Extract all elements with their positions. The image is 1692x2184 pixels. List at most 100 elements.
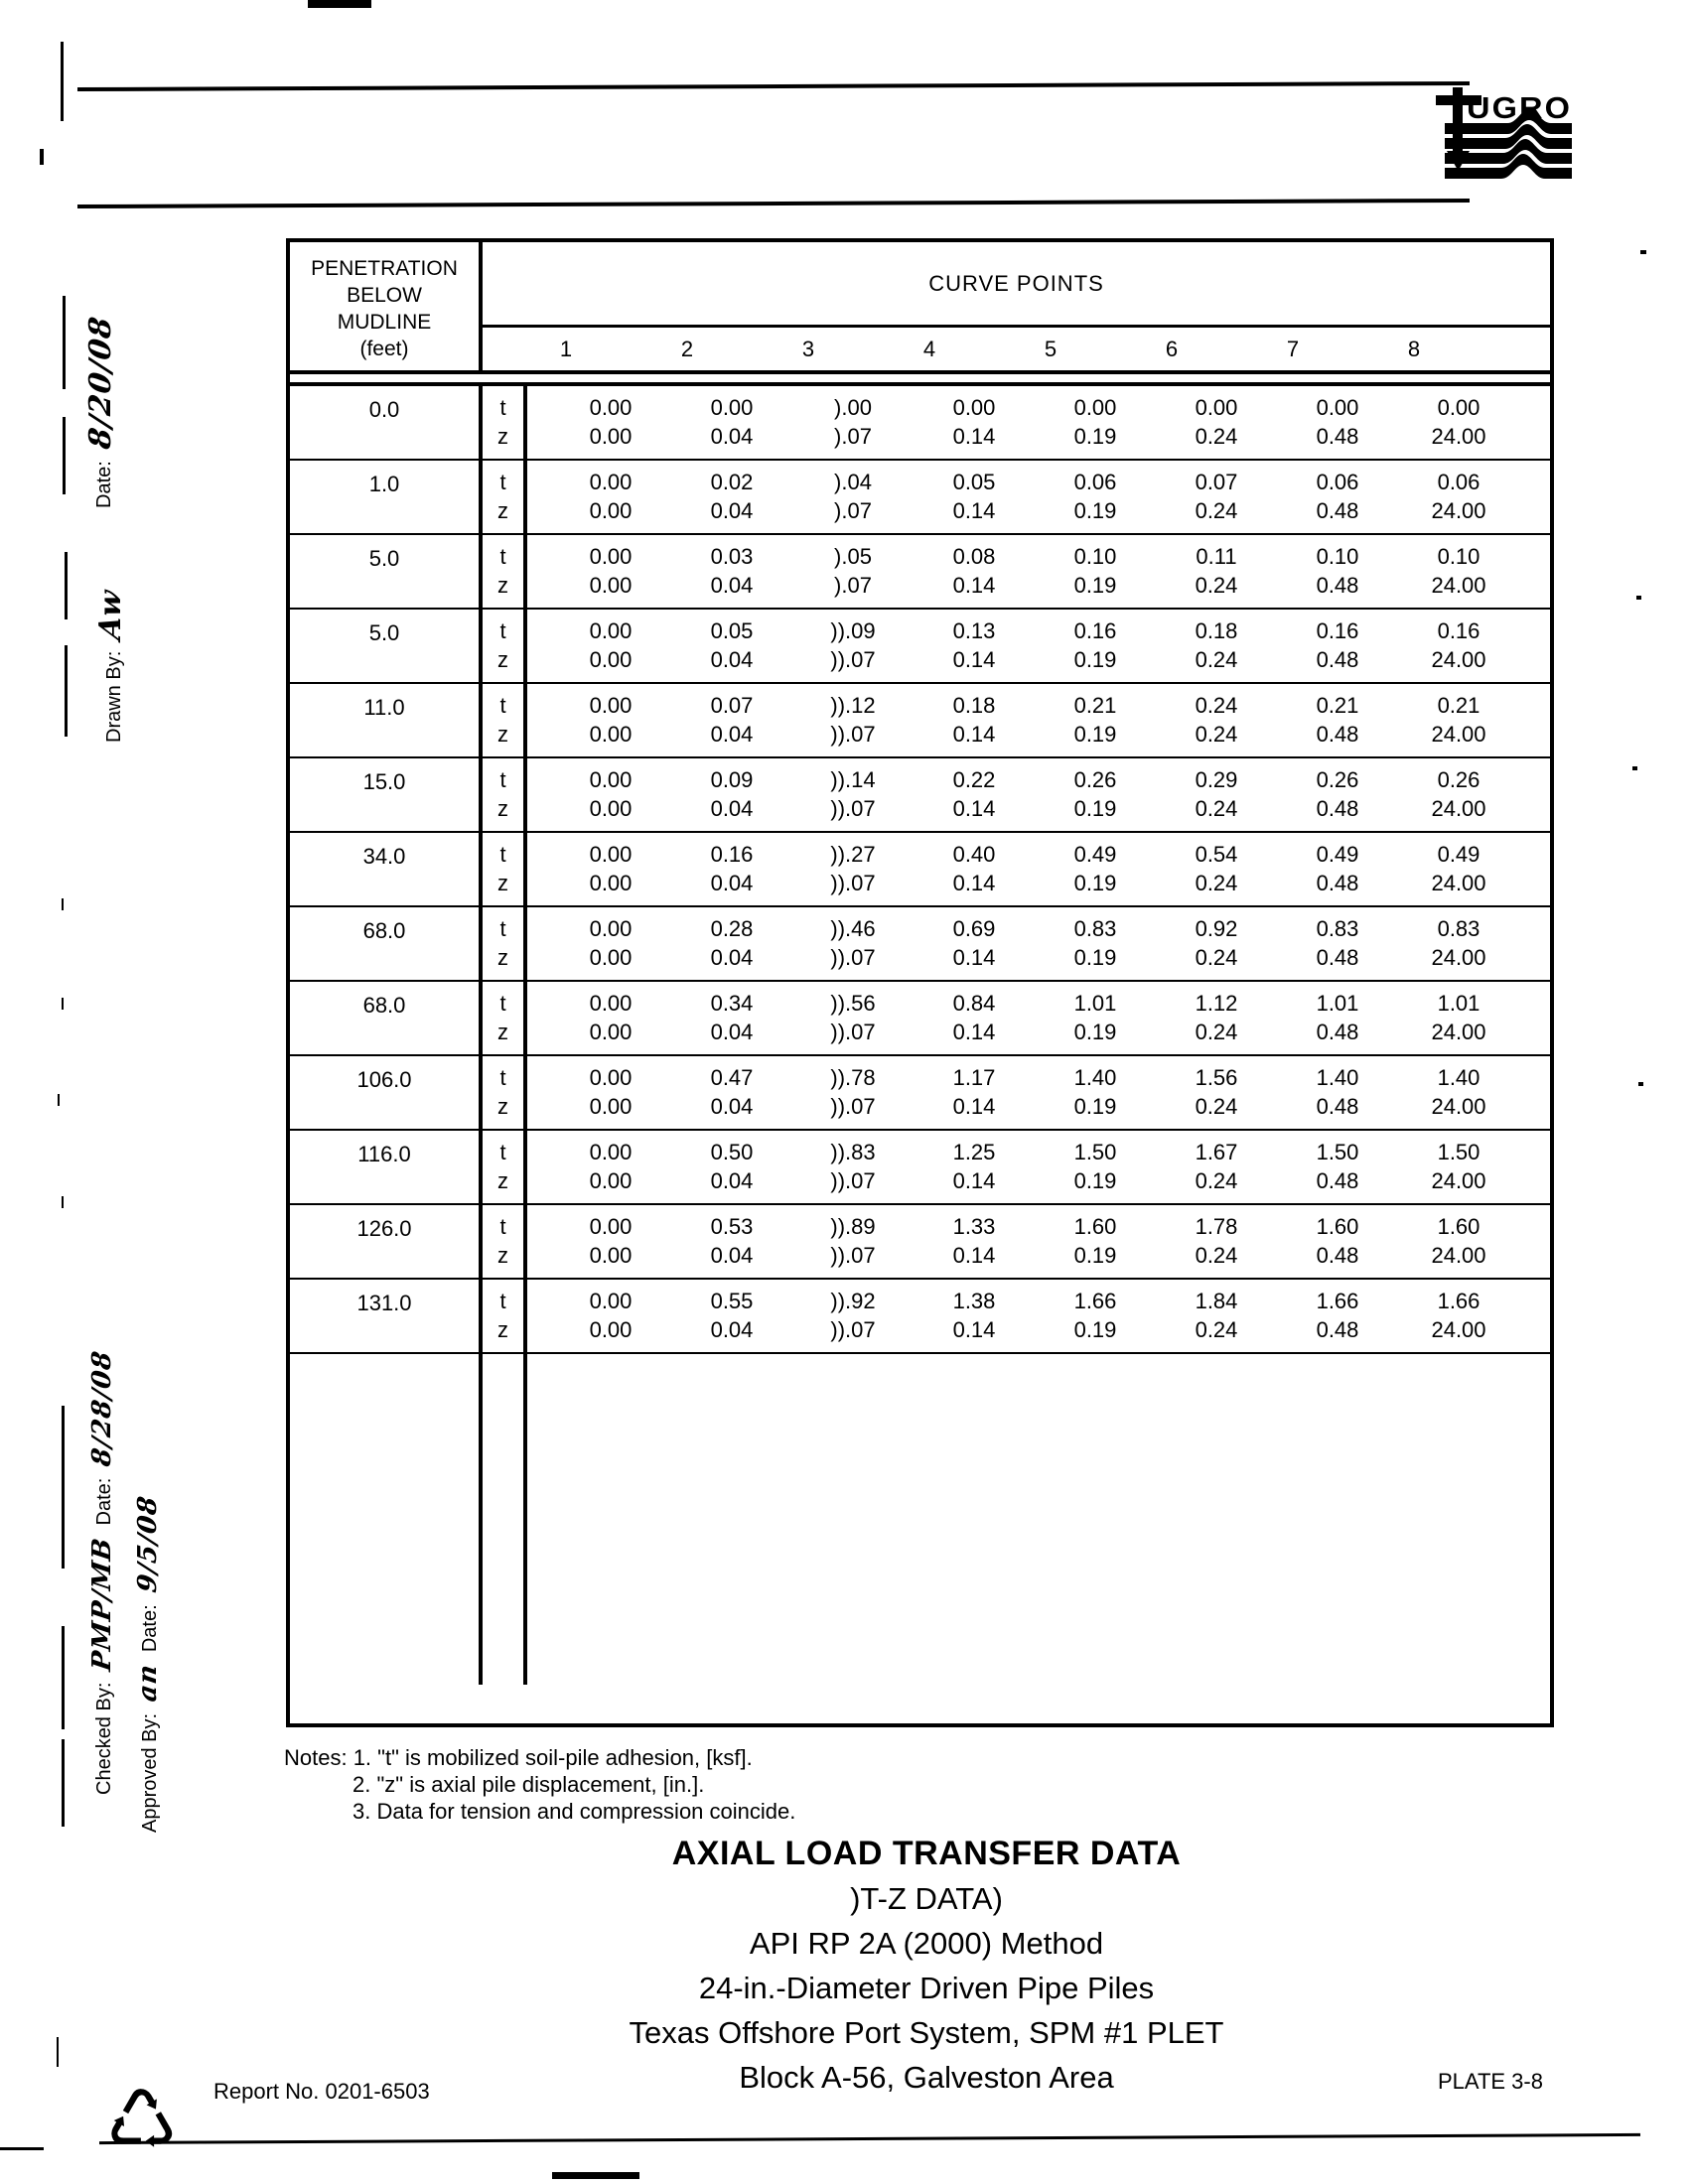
report-number: Report No. 0201-6503 <box>213 2079 430 2104</box>
t-row-label: t <box>499 767 506 792</box>
t-value-cell: 1.40 <box>1437 1065 1480 1090</box>
checked-by-annotation: Checked By: PMP/MB Date: 8/28/08 <box>87 1348 117 1795</box>
value-lines: 0.00 0.50)).83 1.25 1.50 1.67 1.50 1.50 0.00 0.0… <box>527 1131 1550 1203</box>
z-row-label: z <box>497 722 508 747</box>
t-row-label: t <box>499 1065 506 1090</box>
z-value-cell: 24.00 <box>1431 498 1486 523</box>
z-value-cell: 0.14 <box>952 424 996 449</box>
t-value-cell: 0.10 <box>1316 544 1359 569</box>
z-value-cell: 0.19 <box>1073 1243 1117 1268</box>
handwritten-date: 8/20/08 <box>83 314 118 452</box>
point-number-cell: 3 <box>801 336 815 361</box>
z-value-cell: 0.14 <box>952 796 996 821</box>
date-annotation: Date: 8/20/08 <box>83 314 118 508</box>
value-lines: 0.00 0.03).05 0.08 0.10 0.11 0.10 0.10 0.00 0.04… <box>527 535 1550 608</box>
z-value-cell: 0.24 <box>1195 722 1238 747</box>
z-value-cell: 24.00 <box>1431 945 1486 970</box>
t-value-cell: 1.40 <box>1316 1065 1359 1090</box>
value-lines: 0.00 0.47)).78 1.17 1.40 1.56 1.40 1.40 0.00 0.0… <box>527 1056 1550 1129</box>
t-value-cell: 0.16 <box>1316 618 1359 643</box>
seismic-wave-stripes <box>1445 109 1572 179</box>
table-row: 106.0 t z 0.00 0.47)).78 1.17 1.40 1.56 1.40 1.40… <box>290 1056 1550 1131</box>
z-value-cell: )).07 <box>830 1094 876 1119</box>
penetration-cell: 15.0 <box>290 758 483 831</box>
z-value-cell: 24.00 <box>1431 573 1486 598</box>
t-value-cell: 0.00 <box>589 991 633 1016</box>
fugro-pile-seismic-logo: UGRO <box>1436 87 1572 179</box>
penetration-header-line: BELOW <box>347 284 422 307</box>
penetration-cell <box>290 1354 483 1685</box>
t-value-cell: )).92 <box>830 1289 876 1313</box>
t-value-cell: 0.69 <box>952 916 996 941</box>
left-tick-mark <box>62 1196 64 1208</box>
signature-line <box>65 645 68 737</box>
t-value-line: 0.00 0.34)).56 0.84 1.01 1.12 1.01 1.01 <box>550 989 1550 1018</box>
z-value-cell: 0.24 <box>1195 1020 1238 1044</box>
z-row-label: z <box>497 796 508 821</box>
t-row-label: t <box>499 1289 506 1313</box>
t-value-cell: 0.16 <box>710 842 754 867</box>
t-value-cell: 1.60 <box>1437 1214 1480 1239</box>
z-row-label: z <box>497 871 508 895</box>
plate-subtitle: )T-Z DATA) <box>850 1881 1003 1916</box>
table-body: 0.0 t z 0.00 0.00).00 0.00 0.00 0.00 0.00 0.00 0.0… <box>290 386 1550 1685</box>
z-value-line: 0.00 0.04)).07 0.14 0.19 0.24 0.48 24.00 <box>550 1315 1550 1344</box>
z-value-line: 0.00 0.04)).07 0.14 0.19 0.24 0.48 24.00 <box>550 1241 1550 1270</box>
table-row: 68.0 t z 0.00 0.34)).56 0.84 1.01 1.12 1.01 1.01 0… <box>290 982 1550 1056</box>
z-value-cell: 0.04 <box>710 498 754 523</box>
bottom-rule <box>99 2132 1640 2145</box>
z-row-label: z <box>497 1094 508 1119</box>
t-value-line: 0.00 0.28)).46 0.69 0.83 0.92 0.83 0.83 <box>550 914 1550 943</box>
value-lines: 0.00 0.28)).46 0.69 0.83 0.92 0.83 0.83 0.00 0.0… <box>527 907 1550 980</box>
z-value-cell: 0.00 <box>589 573 633 598</box>
t-value-line: 0.00 0.16)).27 0.40 0.49 0.54 0.49 0.49 <box>550 840 1550 869</box>
seismic-stripe <box>1445 139 1572 164</box>
z-value-cell: 0.19 <box>1073 1020 1117 1044</box>
penetration-cell: 126.0 <box>290 1205 483 1278</box>
z-value-cell: 0.48 <box>1316 722 1359 747</box>
t-value-cell: 0.00 <box>1437 395 1480 420</box>
scan-artifact-mark <box>40 149 44 165</box>
z-value-cell: 0.19 <box>1073 424 1117 449</box>
t-value-cell: 0.00 <box>1316 395 1359 420</box>
z-value-cell: 0.19 <box>1073 722 1117 747</box>
z-value-cell: 24.00 <box>1431 1168 1486 1193</box>
t-row-label: t <box>499 916 506 941</box>
t-value-cell: )).56 <box>830 991 876 1016</box>
handwritten-initials: PMP/MB <box>87 1535 117 1673</box>
t-value-cell: 0.00 <box>589 916 633 941</box>
z-value-cell: 0.24 <box>1195 796 1238 821</box>
z-value-cell: )).07 <box>830 1317 876 1342</box>
z-value-cell: 0.14 <box>952 498 996 523</box>
z-value-cell: 0.19 <box>1073 1317 1117 1342</box>
t-value-cell: 0.83 <box>1316 916 1359 941</box>
notes: Notes: 1. "t" is mobilized soil-pile adh… <box>284 1744 795 1825</box>
z-value-line: 0.00 0.04).07 0.14 0.19 0.24 0.48 24.00 <box>550 496 1550 525</box>
z-value-line: 0.00 0.04)).07 0.14 0.19 0.24 0.48 24.00 <box>550 720 1550 749</box>
table-row: 1.0 t z 0.00 0.02).04 0.05 0.06 0.07 0.06 0.06 0.0… <box>290 461 1550 535</box>
z-value-cell: 0.14 <box>952 722 996 747</box>
t-value-cell: 1.17 <box>952 1065 996 1090</box>
z-value-cell: 0.24 <box>1195 498 1238 523</box>
t-value-cell: ).05 <box>834 544 872 569</box>
t-row-label: t <box>499 1140 506 1164</box>
z-row-label: z <box>497 573 508 598</box>
signature-line <box>63 296 66 389</box>
t-value-cell: ).04 <box>834 470 872 494</box>
t-value-cell: 0.00 <box>1073 395 1117 420</box>
z-value-cell: 0.14 <box>952 647 996 672</box>
t-value-cell: 0.10 <box>1073 544 1117 569</box>
t-row-label: t <box>499 991 506 1016</box>
t-value-cell: )).83 <box>830 1140 876 1164</box>
t-value-cell: 0.21 <box>1073 693 1117 718</box>
z-row-label: z <box>497 647 508 672</box>
t-value-cell: 0.00 <box>710 395 754 420</box>
t-value-cell: 0.10 <box>1437 544 1480 569</box>
z-value-cell: 0.19 <box>1073 647 1117 672</box>
z-value-cell: 0.00 <box>589 647 633 672</box>
signature: an <box>133 1662 163 1705</box>
t-value-cell: 0.28 <box>710 916 754 941</box>
